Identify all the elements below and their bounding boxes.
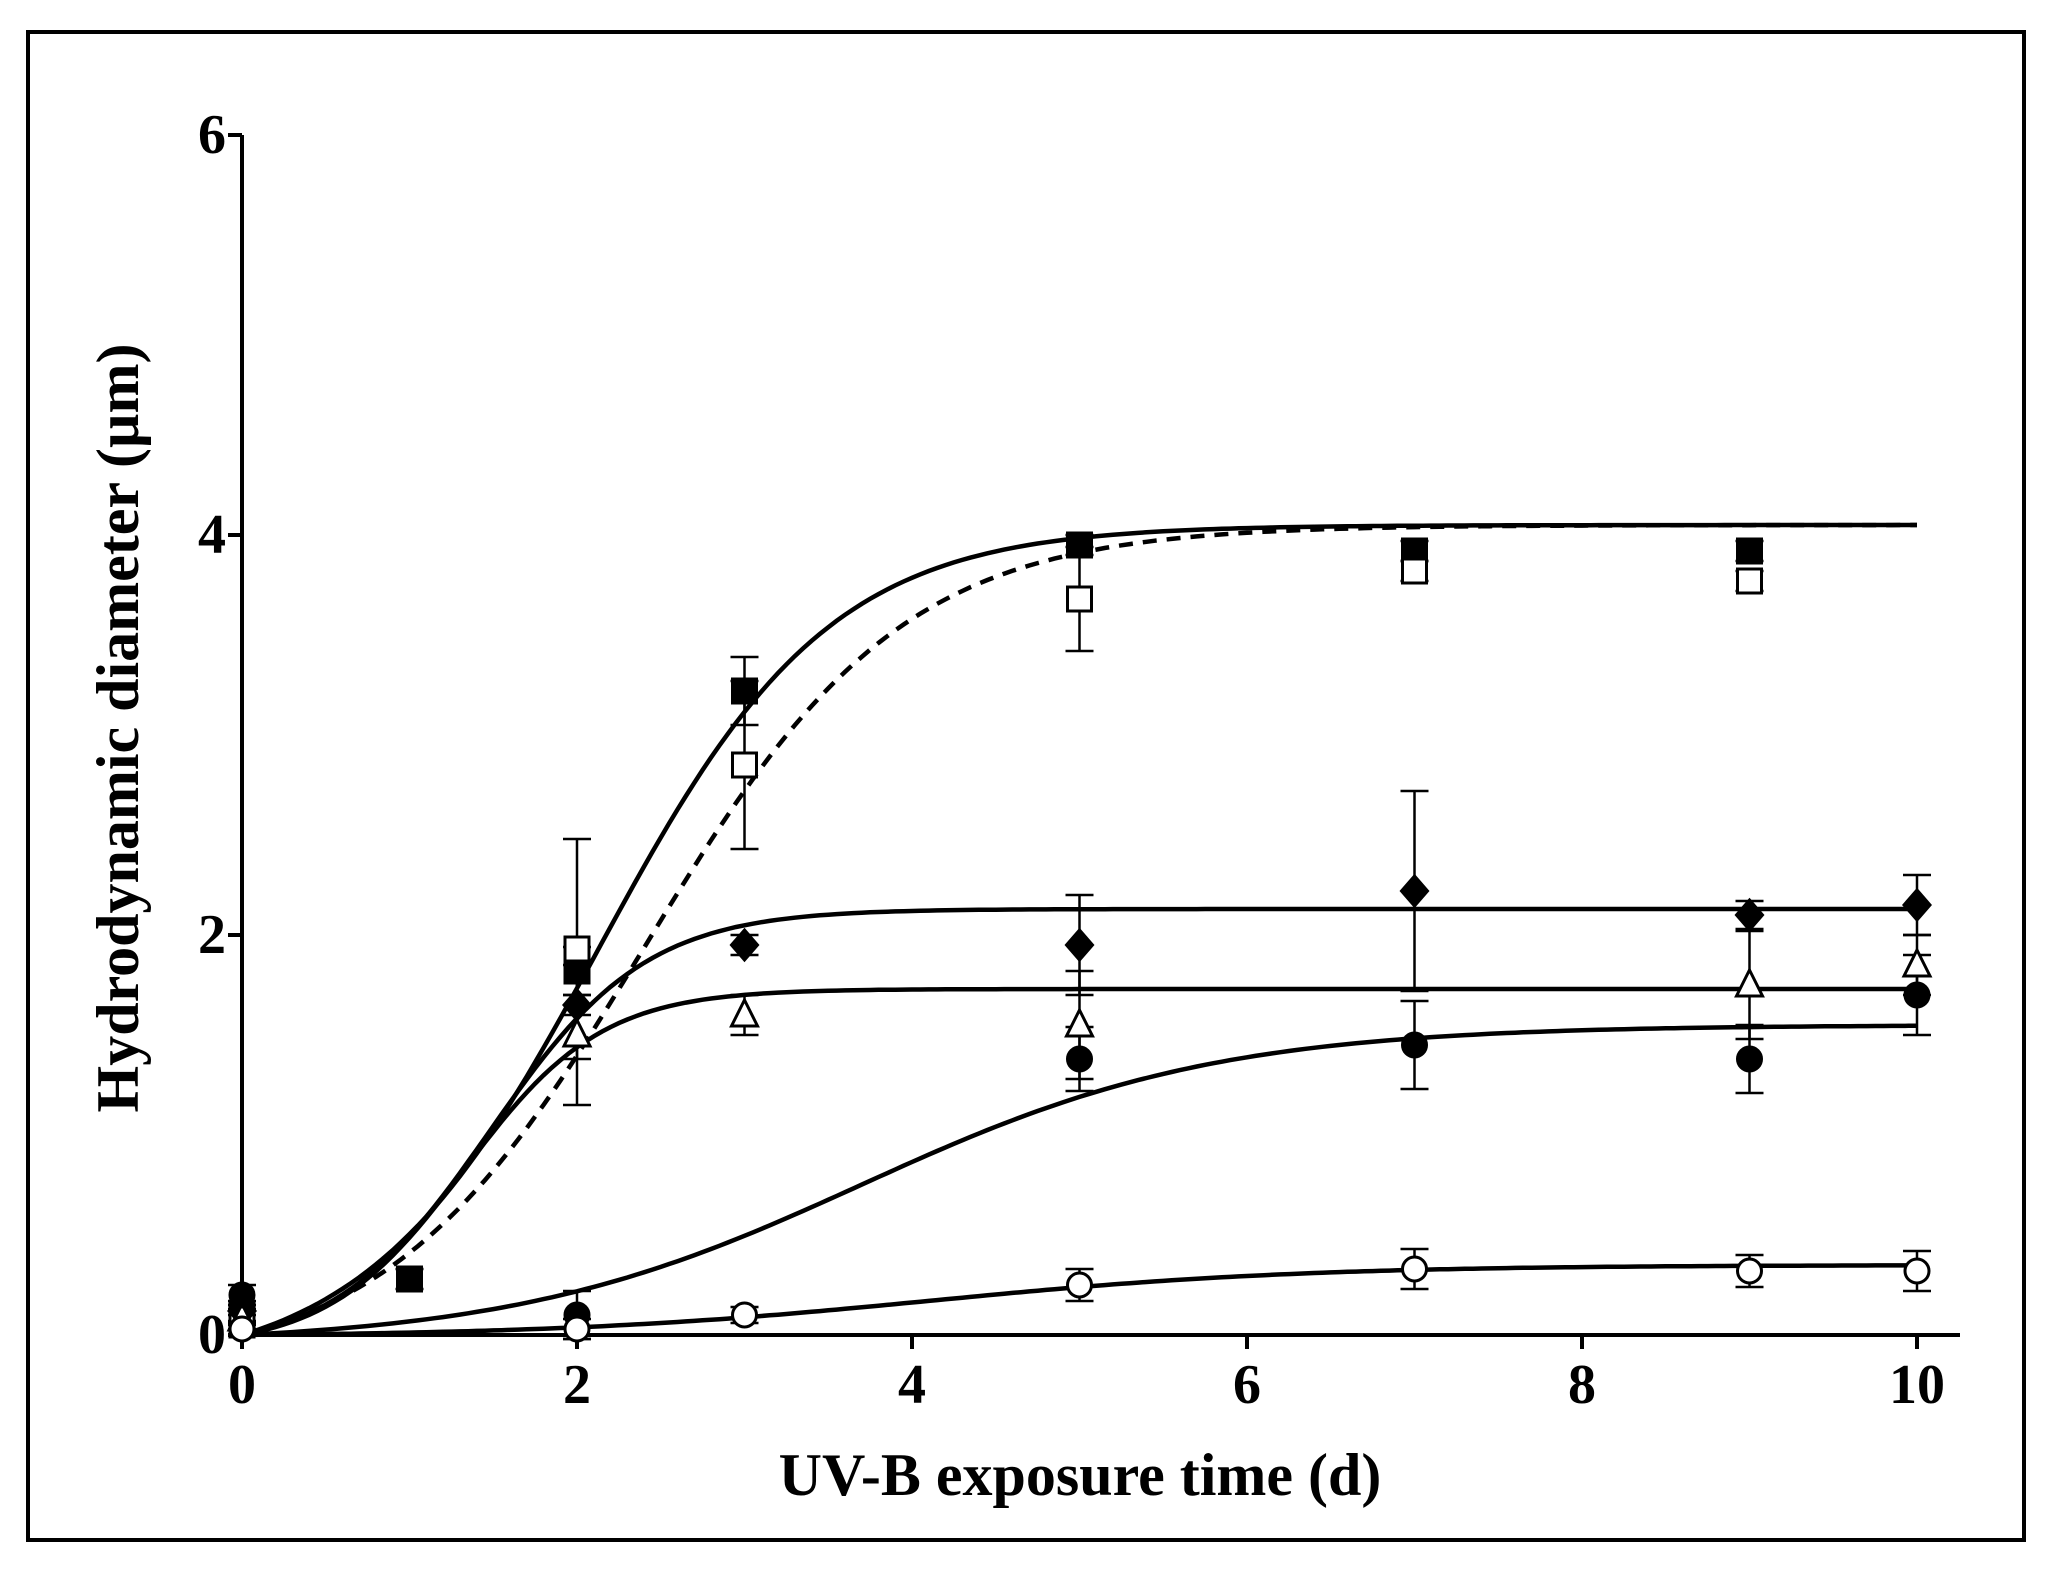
data-point: [1064, 927, 1095, 963]
data-point: [1066, 531, 1093, 559]
data-point: [561, 1016, 593, 1048]
data-point: [731, 677, 758, 705]
y-tick-label: 4: [198, 504, 226, 566]
data-point: [228, 1281, 256, 1309]
y-tick-label: 6: [198, 104, 226, 166]
data-point: [1401, 1031, 1428, 1059]
x-tick-label: 6: [1233, 1354, 1261, 1416]
data-point: [1066, 1271, 1093, 1299]
y-tick-labels: 0 2 4 6: [198, 104, 226, 1366]
data-point: [563, 1315, 591, 1343]
data-point: [729, 996, 760, 1028]
data-point: [731, 1301, 758, 1329]
x-tick-labels: 0 2 4 6 8 10: [228, 1354, 1945, 1416]
x-tick-label: 4: [898, 1354, 926, 1416]
data-point: [563, 957, 591, 985]
data-point: [729, 927, 760, 963]
data-point: [563, 935, 591, 963]
data-point: [396, 1265, 423, 1293]
data-point: [1734, 897, 1765, 933]
data-point: [1401, 557, 1428, 585]
figure-frame: [26, 30, 2026, 1542]
data-point: [1066, 1045, 1093, 1073]
data-point: [1399, 873, 1430, 909]
data-point: [731, 751, 758, 779]
data-point: [1736, 1257, 1763, 1285]
data-point: [1064, 1006, 1095, 1038]
data-point: [1066, 585, 1093, 613]
data-point: [1903, 981, 1931, 1009]
data-point: [1901, 946, 1933, 978]
fit-curve: [241, 1023, 1917, 1338]
x-tick-label: 8: [1568, 1354, 1596, 1416]
x-tick-label: 0: [228, 1354, 256, 1416]
data-markers: [226, 531, 1933, 1343]
data-point: [228, 1315, 256, 1343]
y-tick-label: 0: [198, 1304, 226, 1366]
y-axis-title: Hydrodynamic diameter (µm): [85, 344, 151, 1113]
x-axis-title: UV-B exposure time (d): [779, 1442, 1382, 1508]
data-point: [1736, 537, 1763, 565]
data-point: [1734, 966, 1765, 998]
data-point: [1401, 1255, 1428, 1283]
ticks: [228, 133, 1919, 1349]
data-point: [1902, 887, 1932, 923]
data-point: [1903, 1257, 1931, 1285]
x-tick-label: 10: [1889, 1354, 1945, 1416]
axes: [240, 135, 1960, 1337]
x-tick-label: 2: [563, 1354, 591, 1416]
data-point: [1736, 1045, 1763, 1073]
data-point: [1736, 567, 1763, 595]
y-tick-label: 2: [198, 904, 226, 966]
